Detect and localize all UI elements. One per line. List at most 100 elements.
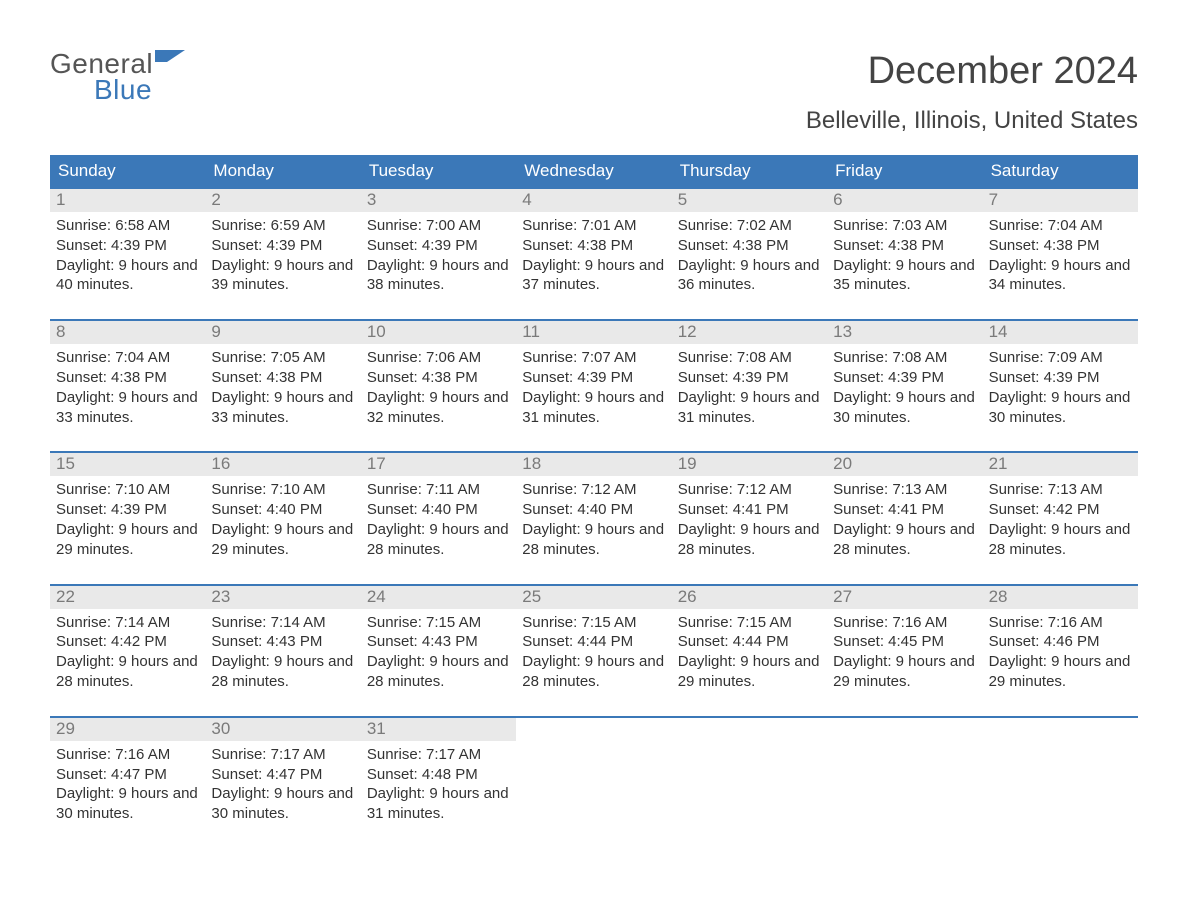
day-number: 31 bbox=[361, 718, 516, 741]
dow-cell: Tuesday bbox=[361, 155, 516, 187]
day-cell: 31Sunrise: 7:17 AMSunset: 4:48 PMDayligh… bbox=[361, 718, 516, 824]
daylight-line: Daylight: 9 hours and 28 minutes. bbox=[367, 653, 509, 690]
day-number: 28 bbox=[983, 586, 1138, 609]
sunrise-line: Sunrise: 7:01 AM bbox=[522, 217, 636, 234]
day-number: 11 bbox=[516, 321, 671, 344]
day-body: Sunrise: 7:16 AMSunset: 4:47 PMDaylight:… bbox=[50, 741, 205, 824]
day-cell: 5Sunrise: 7:02 AMSunset: 4:38 PMDaylight… bbox=[672, 189, 827, 295]
sunrise-line: Sunrise: 7:12 AM bbox=[522, 481, 636, 498]
sunrise-line: Sunrise: 7:05 AM bbox=[211, 349, 325, 366]
daylight-line: Daylight: 9 hours and 35 minutes. bbox=[833, 257, 975, 294]
day-of-week-header: SundayMondayTuesdayWednesdayThursdayFrid… bbox=[50, 155, 1138, 187]
sunset-line: Sunset: 4:39 PM bbox=[367, 237, 478, 254]
daylight-line: Daylight: 9 hours and 29 minutes. bbox=[211, 521, 353, 558]
daylight-line: Daylight: 9 hours and 28 minutes. bbox=[211, 653, 353, 690]
sunrise-line: Sunrise: 7:04 AM bbox=[989, 217, 1103, 234]
day-body: Sunrise: 7:01 AMSunset: 4:38 PMDaylight:… bbox=[516, 212, 671, 295]
sunrise-line: Sunrise: 7:06 AM bbox=[367, 349, 481, 366]
sunset-line: Sunset: 4:40 PM bbox=[367, 501, 478, 518]
sunrise-line: Sunrise: 7:13 AM bbox=[989, 481, 1103, 498]
day-cell: 19Sunrise: 7:12 AMSunset: 4:41 PMDayligh… bbox=[672, 453, 827, 559]
dow-cell: Wednesday bbox=[516, 155, 671, 187]
daylight-line: Daylight: 9 hours and 30 minutes. bbox=[833, 389, 975, 426]
sunset-line: Sunset: 4:42 PM bbox=[56, 633, 167, 650]
sunrise-line: Sunrise: 6:58 AM bbox=[56, 217, 170, 234]
daylight-line: Daylight: 9 hours and 30 minutes. bbox=[211, 785, 353, 822]
daylight-line: Daylight: 9 hours and 29 minutes. bbox=[678, 653, 820, 690]
calendar-page: General Blue December 2024 Belleville, I… bbox=[0, 0, 1188, 864]
day-number: 2 bbox=[205, 189, 360, 212]
day-number: 29 bbox=[50, 718, 205, 741]
weeks-container: 1 Sunrise: 6:58 AM Sunset: 4:39 PM Daylight… bbox=[50, 187, 1138, 824]
day-cell: 4Sunrise: 7:01 AMSunset: 4:38 PMDaylight… bbox=[516, 189, 671, 295]
sunrise-line: Sunrise: 7:15 AM bbox=[367, 614, 481, 631]
day-cell: 16Sunrise: 7:10 AMSunset: 4:40 PMDayligh… bbox=[205, 453, 360, 559]
sunset-line: Sunset: 4:39 PM bbox=[56, 237, 167, 254]
sunrise-line: Sunrise: 7:07 AM bbox=[522, 349, 636, 366]
sunrise-line: Sunrise: 7:14 AM bbox=[211, 614, 325, 631]
sunset-line: Sunset: 4:47 PM bbox=[211, 766, 322, 783]
sunset-line: Sunset: 4:38 PM bbox=[833, 237, 944, 254]
day-number: 26 bbox=[672, 586, 827, 609]
day-cell: 11Sunrise: 7:07 AMSunset: 4:39 PMDayligh… bbox=[516, 321, 671, 427]
dow-cell: Monday bbox=[205, 155, 360, 187]
logo-flag-icon bbox=[155, 50, 185, 77]
day-number: 15 bbox=[50, 453, 205, 476]
sunrise-line: Sunrise: 7:08 AM bbox=[833, 349, 947, 366]
daylight-line: Daylight: 9 hours and 33 minutes. bbox=[56, 389, 198, 426]
day-body: Sunrise: 7:04 AMSunset: 4:38 PMDaylight:… bbox=[50, 344, 205, 427]
dow-cell: Saturday bbox=[983, 155, 1138, 187]
dow-cell: Friday bbox=[827, 155, 982, 187]
day-number: 1 bbox=[50, 189, 205, 212]
titles: December 2024 Belleville, Illinois, Unit… bbox=[806, 50, 1138, 135]
day-cell bbox=[983, 718, 1138, 824]
calendar: SundayMondayTuesdayWednesdayThursdayFrid… bbox=[50, 155, 1138, 824]
daylight-line: Daylight: 9 hours and 30 minutes. bbox=[56, 785, 198, 822]
day-number: 25 bbox=[516, 586, 671, 609]
day-body: Sunrise: 7:17 AMSunset: 4:48 PMDaylight:… bbox=[361, 741, 516, 824]
sunrise-line: Sunrise: 6:59 AM bbox=[211, 217, 325, 234]
day-body: Sunrise: 7:04 AMSunset: 4:38 PMDaylight:… bbox=[983, 212, 1138, 295]
day-cell: 23Sunrise: 7:14 AMSunset: 4:43 PMDayligh… bbox=[205, 586, 360, 692]
day-number: 7 bbox=[983, 189, 1138, 212]
sunset-line: Sunset: 4:39 PM bbox=[989, 369, 1100, 386]
day-body: Sunrise: 7:13 AMSunset: 4:42 PMDaylight:… bbox=[983, 476, 1138, 559]
sunrise-line: Sunrise: 7:08 AM bbox=[678, 349, 792, 366]
sunrise-line: Sunrise: 7:14 AM bbox=[56, 614, 170, 631]
daylight-line: Daylight: 9 hours and 29 minutes. bbox=[833, 653, 975, 690]
day-cell: 24Sunrise: 7:15 AMSunset: 4:43 PMDayligh… bbox=[361, 586, 516, 692]
day-number: 23 bbox=[205, 586, 360, 609]
sunrise-line: Sunrise: 7:13 AM bbox=[833, 481, 947, 498]
day-cell: 8Sunrise: 7:04 AMSunset: 4:38 PMDaylight… bbox=[50, 321, 205, 427]
week-row: 15Sunrise: 7:10 AMSunset: 4:39 PMDayligh… bbox=[50, 451, 1138, 559]
day-number: 19 bbox=[672, 453, 827, 476]
day-body: Sunrise: 6:58 AM Sunset: 4:39 PM Daylight:… bbox=[50, 212, 205, 295]
day-body: Sunrise: 7:06 AMSunset: 4:38 PMDaylight:… bbox=[361, 344, 516, 427]
daylight-line: Daylight: 9 hours and 28 minutes. bbox=[522, 521, 664, 558]
sunset-line: Sunset: 4:41 PM bbox=[678, 501, 789, 518]
day-number: 18 bbox=[516, 453, 671, 476]
day-number: 5 bbox=[672, 189, 827, 212]
sunrise-line: Sunrise: 7:00 AM bbox=[367, 217, 481, 234]
sunset-line: Sunset: 4:38 PM bbox=[211, 369, 322, 386]
daylight-line: Daylight: 9 hours and 31 minutes. bbox=[367, 785, 509, 822]
day-body: Sunrise: 7:02 AMSunset: 4:38 PMDaylight:… bbox=[672, 212, 827, 295]
daylight-line: Daylight: 9 hours and 31 minutes. bbox=[678, 389, 820, 426]
day-number: 22 bbox=[50, 586, 205, 609]
daylight-line: Daylight: 9 hours and 34 minutes. bbox=[989, 257, 1131, 294]
day-cell: 12Sunrise: 7:08 AMSunset: 4:39 PMDayligh… bbox=[672, 321, 827, 427]
daylight-line: Daylight: 9 hours and 40 minutes. bbox=[56, 257, 198, 294]
day-cell: 29Sunrise: 7:16 AMSunset: 4:47 PMDayligh… bbox=[50, 718, 205, 824]
daylight-line: Daylight: 9 hours and 38 minutes. bbox=[367, 257, 509, 294]
day-cell: 18Sunrise: 7:12 AMSunset: 4:40 PMDayligh… bbox=[516, 453, 671, 559]
sunset-line: Sunset: 4:39 PM bbox=[211, 237, 322, 254]
sunrise-line: Sunrise: 7:16 AM bbox=[989, 614, 1103, 631]
day-number: 14 bbox=[983, 321, 1138, 344]
location-title: Belleville, Illinois, United States bbox=[806, 107, 1138, 135]
daylight-line: Daylight: 9 hours and 28 minutes. bbox=[367, 521, 509, 558]
day-cell bbox=[827, 718, 982, 824]
sunrise-line: Sunrise: 7:10 AM bbox=[56, 481, 170, 498]
day-number: 10 bbox=[361, 321, 516, 344]
sunset-line: Sunset: 4:38 PM bbox=[56, 369, 167, 386]
day-cell: 14Sunrise: 7:09 AMSunset: 4:39 PMDayligh… bbox=[983, 321, 1138, 427]
